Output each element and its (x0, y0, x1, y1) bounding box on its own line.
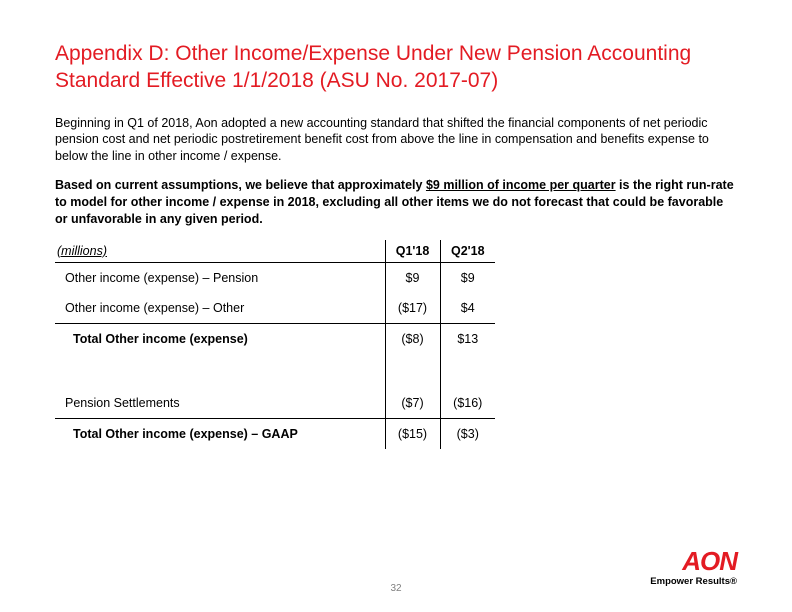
table-row-label: Total Other income (expense) (55, 323, 385, 354)
table-col-q1: Q1'18 (385, 240, 440, 263)
table-col-q2: Q2'18 (440, 240, 495, 263)
table-cell: $4 (440, 293, 495, 324)
table-cell: ($3) (440, 418, 495, 449)
income-expense-table: (millions) Q1'18 Q2'18 Other income (exp… (55, 240, 495, 449)
assumption-paragraph: Based on current assumptions, we believe… (55, 177, 737, 228)
table-row-label: Pension Settlements (55, 388, 385, 419)
table-cell: $13 (440, 323, 495, 354)
table-cell: ($7) (385, 388, 440, 419)
table-row-label: Other income (expense) – Pension (55, 262, 385, 293)
table-row-label: Total Other income (expense) – GAAP (55, 418, 385, 449)
page-number: 32 (390, 583, 401, 594)
brand-logo: AON Empower Results® (650, 546, 737, 587)
page-title: Appendix D: Other Income/Expense Under N… (55, 40, 737, 95)
table-cell: ($17) (385, 293, 440, 324)
table-row-label: Other income (expense) – Other (55, 293, 385, 324)
table-cell: $9 (440, 262, 495, 293)
intro-paragraph: Beginning in Q1 of 2018, Aon adopted a n… (55, 115, 737, 166)
assumption-amount: $9 million of income per quarter (426, 178, 616, 192)
table-unit-label: (millions) (55, 240, 385, 263)
table-cell: ($15) (385, 418, 440, 449)
table-cell: ($16) (440, 388, 495, 419)
table-cell: ($8) (385, 323, 440, 354)
table-cell: $9 (385, 262, 440, 293)
logo-text: AON (650, 546, 737, 577)
logo-tagline: Empower Results® (650, 576, 737, 587)
assumption-pre: Based on current assumptions, we believe… (55, 178, 426, 192)
